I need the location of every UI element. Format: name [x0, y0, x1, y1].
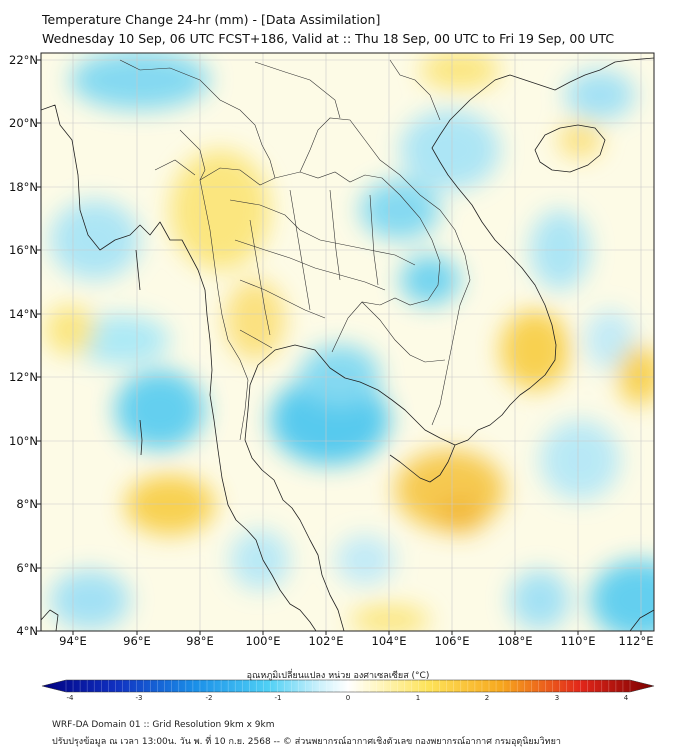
colorbar-title: อุณหภูมิเปลี่ยนแปลง หน่วย องศาเซลเซียส (… [246, 671, 430, 681]
lon-label: 96°E [123, 634, 151, 648]
lon-label: 108°E [498, 634, 533, 648]
lat-label: 8°N [16, 497, 38, 511]
lat-label: 16°N [9, 243, 38, 257]
lat-label: 22°N [9, 53, 38, 67]
colorbar-tick: 0 [346, 694, 350, 702]
lon-label: 102°E [309, 634, 344, 648]
borders [119, 59, 471, 441]
lat-label: 20°N [9, 116, 38, 130]
colorbar-tick: -4 [67, 694, 75, 702]
lon-label: 106°E [435, 634, 470, 648]
lon-label: 100°E [246, 634, 281, 648]
colorbar-tick: 4 [624, 694, 629, 702]
graticule [41, 53, 654, 631]
map-subtitle: Wednesday 10 Sep, 06 UTC FCST+186, Valid… [42, 31, 615, 46]
colorbar: -4 -3 -2 -1 0 1 2 3 4 [41, 679, 655, 702]
lat-label: 6°N [16, 561, 38, 575]
coastlines [41, 57, 654, 631]
colorbar-tick: 2 [485, 694, 489, 702]
colorbar-tick: -2 [206, 694, 213, 702]
latitude-axis: 22°N 20°N 18°N 16°N 14°N 12°N 10°N 8°N 6… [9, 53, 38, 638]
lon-label: 94°E [59, 634, 87, 648]
footer-model-info: WRF-DA Domain 01 :: Grid Resolution 9km … [52, 720, 275, 730]
colorbar-tick: 1 [416, 694, 420, 702]
footer-credit: ปรับปรุงข้อมูล ณ เวลา 13:00น. วัน พ. ที่… [52, 737, 561, 747]
lat-label: 18°N [9, 180, 38, 194]
lat-label: 4°N [16, 624, 38, 638]
colorbar-tick: -1 [275, 694, 282, 702]
lon-label: 112°E [619, 634, 654, 648]
longitude-axis: 94°E 96°E 98°E 100°E 102°E 104°E 106°E 1… [59, 634, 653, 648]
lon-label: 110°E [561, 634, 596, 648]
colorbar-tick: 3 [555, 694, 559, 702]
lat-label: 14°N [9, 307, 38, 321]
lon-label: 104°E [372, 634, 407, 648]
map-title: Temperature Change 24-hr (mm) - [Data As… [42, 12, 381, 27]
colorbar-tick: -3 [136, 694, 143, 702]
lat-label: 10°N [9, 434, 38, 448]
temperature-field [41, 53, 654, 631]
lon-label: 98°E [186, 634, 214, 648]
map-frame [40, 52, 655, 632]
lat-label: 12°N [9, 370, 38, 384]
axis-ticks [37, 59, 642, 635]
